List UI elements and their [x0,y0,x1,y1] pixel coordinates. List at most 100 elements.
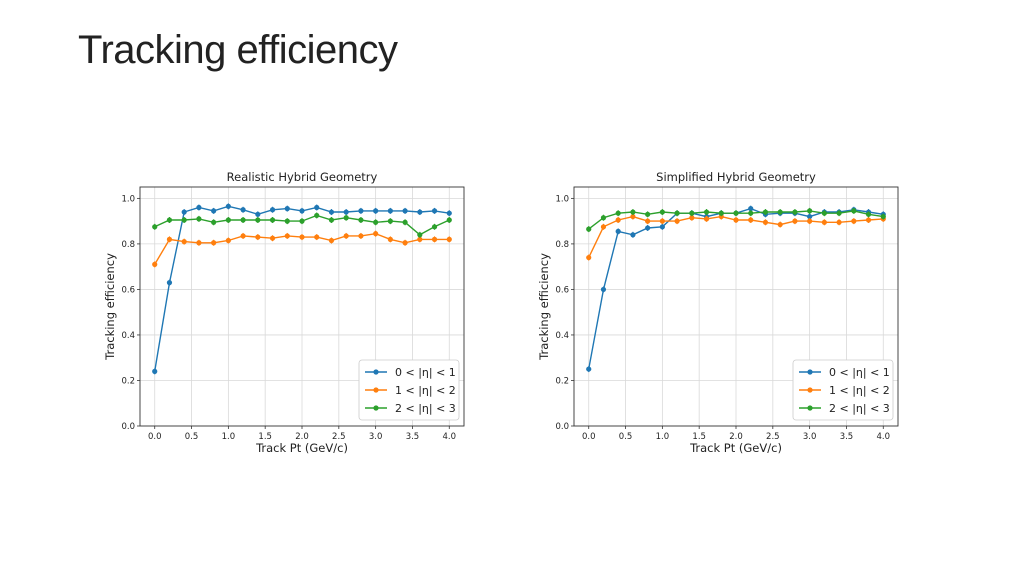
series-3 [586,207,886,233]
legend-label: 2 < |η| < 3 [829,402,890,415]
data-point [211,240,217,246]
chart-title: Simplified Hybrid Geometry [656,170,816,184]
x-axis-label: Track Pt (GeV/c) [255,441,348,455]
data-point [703,216,710,222]
data-point [181,217,187,223]
data-point [225,237,231,244]
x-tick-label: 2.0 [729,432,743,442]
legend-swatch-marker [807,405,813,411]
y-tick-label: 0.0 [555,422,569,432]
legend-swatch-marker [373,405,379,411]
data-point [777,209,783,215]
data-point [314,204,320,211]
data-point [417,232,423,238]
x-tick-label: 1.5 [258,432,272,442]
data-point [615,217,621,223]
data-point [600,224,607,230]
data-point [196,204,202,211]
series-3 [152,212,452,238]
data-point [299,218,305,224]
data-point [792,209,798,215]
data-point [152,261,158,267]
y-tick-label: 0.8 [555,240,569,250]
data-point [600,286,607,293]
data-point [417,209,423,215]
data-point [402,219,408,225]
data-point [328,237,335,244]
data-point [586,254,592,261]
x-tick-label: 3.5 [840,432,854,442]
legend-label: 2 < |η| < 3 [395,402,456,415]
data-point [851,208,857,214]
data-point [630,209,636,215]
data-point [431,224,438,230]
data-point [181,209,187,215]
data-point [630,213,636,220]
legend-item: 2 < |η| < 3 [799,402,890,415]
data-point [225,217,231,223]
data-point [659,224,665,230]
slide-title: Tracking efficiency [78,28,398,72]
data-point [255,217,261,223]
data-point [431,208,438,214]
data-point [284,233,290,239]
y-tick-label: 0.8 [121,240,135,250]
data-point [748,217,754,223]
series-2 [152,230,452,268]
data-point [733,217,739,223]
y-tick-label: 0.2 [121,376,135,386]
data-point [240,207,246,213]
data-point [358,217,364,223]
data-point [211,208,217,214]
data-point [851,218,857,224]
data-point [446,236,452,242]
data-point [240,217,246,223]
legend-item: 1 < |η| < 2 [799,384,890,397]
data-point [446,217,452,223]
data-point [865,211,872,217]
data-point [645,218,651,224]
x-tick-label: 3.0 [369,432,383,442]
data-point [446,210,452,216]
x-tick-label: 0.5 [619,432,633,442]
data-point [674,218,680,224]
chart-realistic-hybrid-geometry: Realistic Hybrid Geometry 0.0 0.5 1.0 1.5 2.0… [103,170,465,455]
legend-label: 1 < |η| < 2 [829,384,890,397]
data-point [733,210,739,216]
data-point [299,208,305,214]
plot-frame [573,186,899,427]
legend-box [358,359,460,421]
legend: 0 < |η| < 1 1 < |η| < 2 2 < |η| < 3 [358,359,460,421]
legend-label: 0 < |η| < 1 [829,366,890,379]
data-point [836,210,842,216]
data-point [762,209,769,215]
data-point [748,210,754,216]
data-point [777,221,783,228]
x-tick-label: 1.0 [656,432,670,442]
data-point [343,215,349,221]
data-point [645,211,651,217]
data-point [645,225,651,231]
data-point [718,210,724,216]
data-point [659,218,665,224]
data-point [748,206,754,212]
y-tick-label: 1.0 [555,194,569,204]
data-point [373,231,379,237]
data-point [343,233,349,239]
y-tick-label: 0.6 [555,285,569,295]
data-point [865,217,872,223]
x-tick-label: 0.0 [582,432,596,442]
legend-label: 1 < |η| < 2 [395,384,456,397]
chart-title: Realistic Hybrid Geometry [227,170,378,184]
x-axis-label: Track Pt (GeV/c) [689,441,782,455]
data-point [387,208,393,214]
y-tick-label: 0.0 [121,422,135,432]
data-point [373,208,379,214]
x-tick-label: 2.5 [332,432,346,442]
data-point [196,240,202,246]
data-point [674,210,680,216]
x-tick-label: 4.0 [877,432,891,442]
data-point [166,280,173,286]
data-point [269,207,276,213]
data-point [284,206,290,212]
